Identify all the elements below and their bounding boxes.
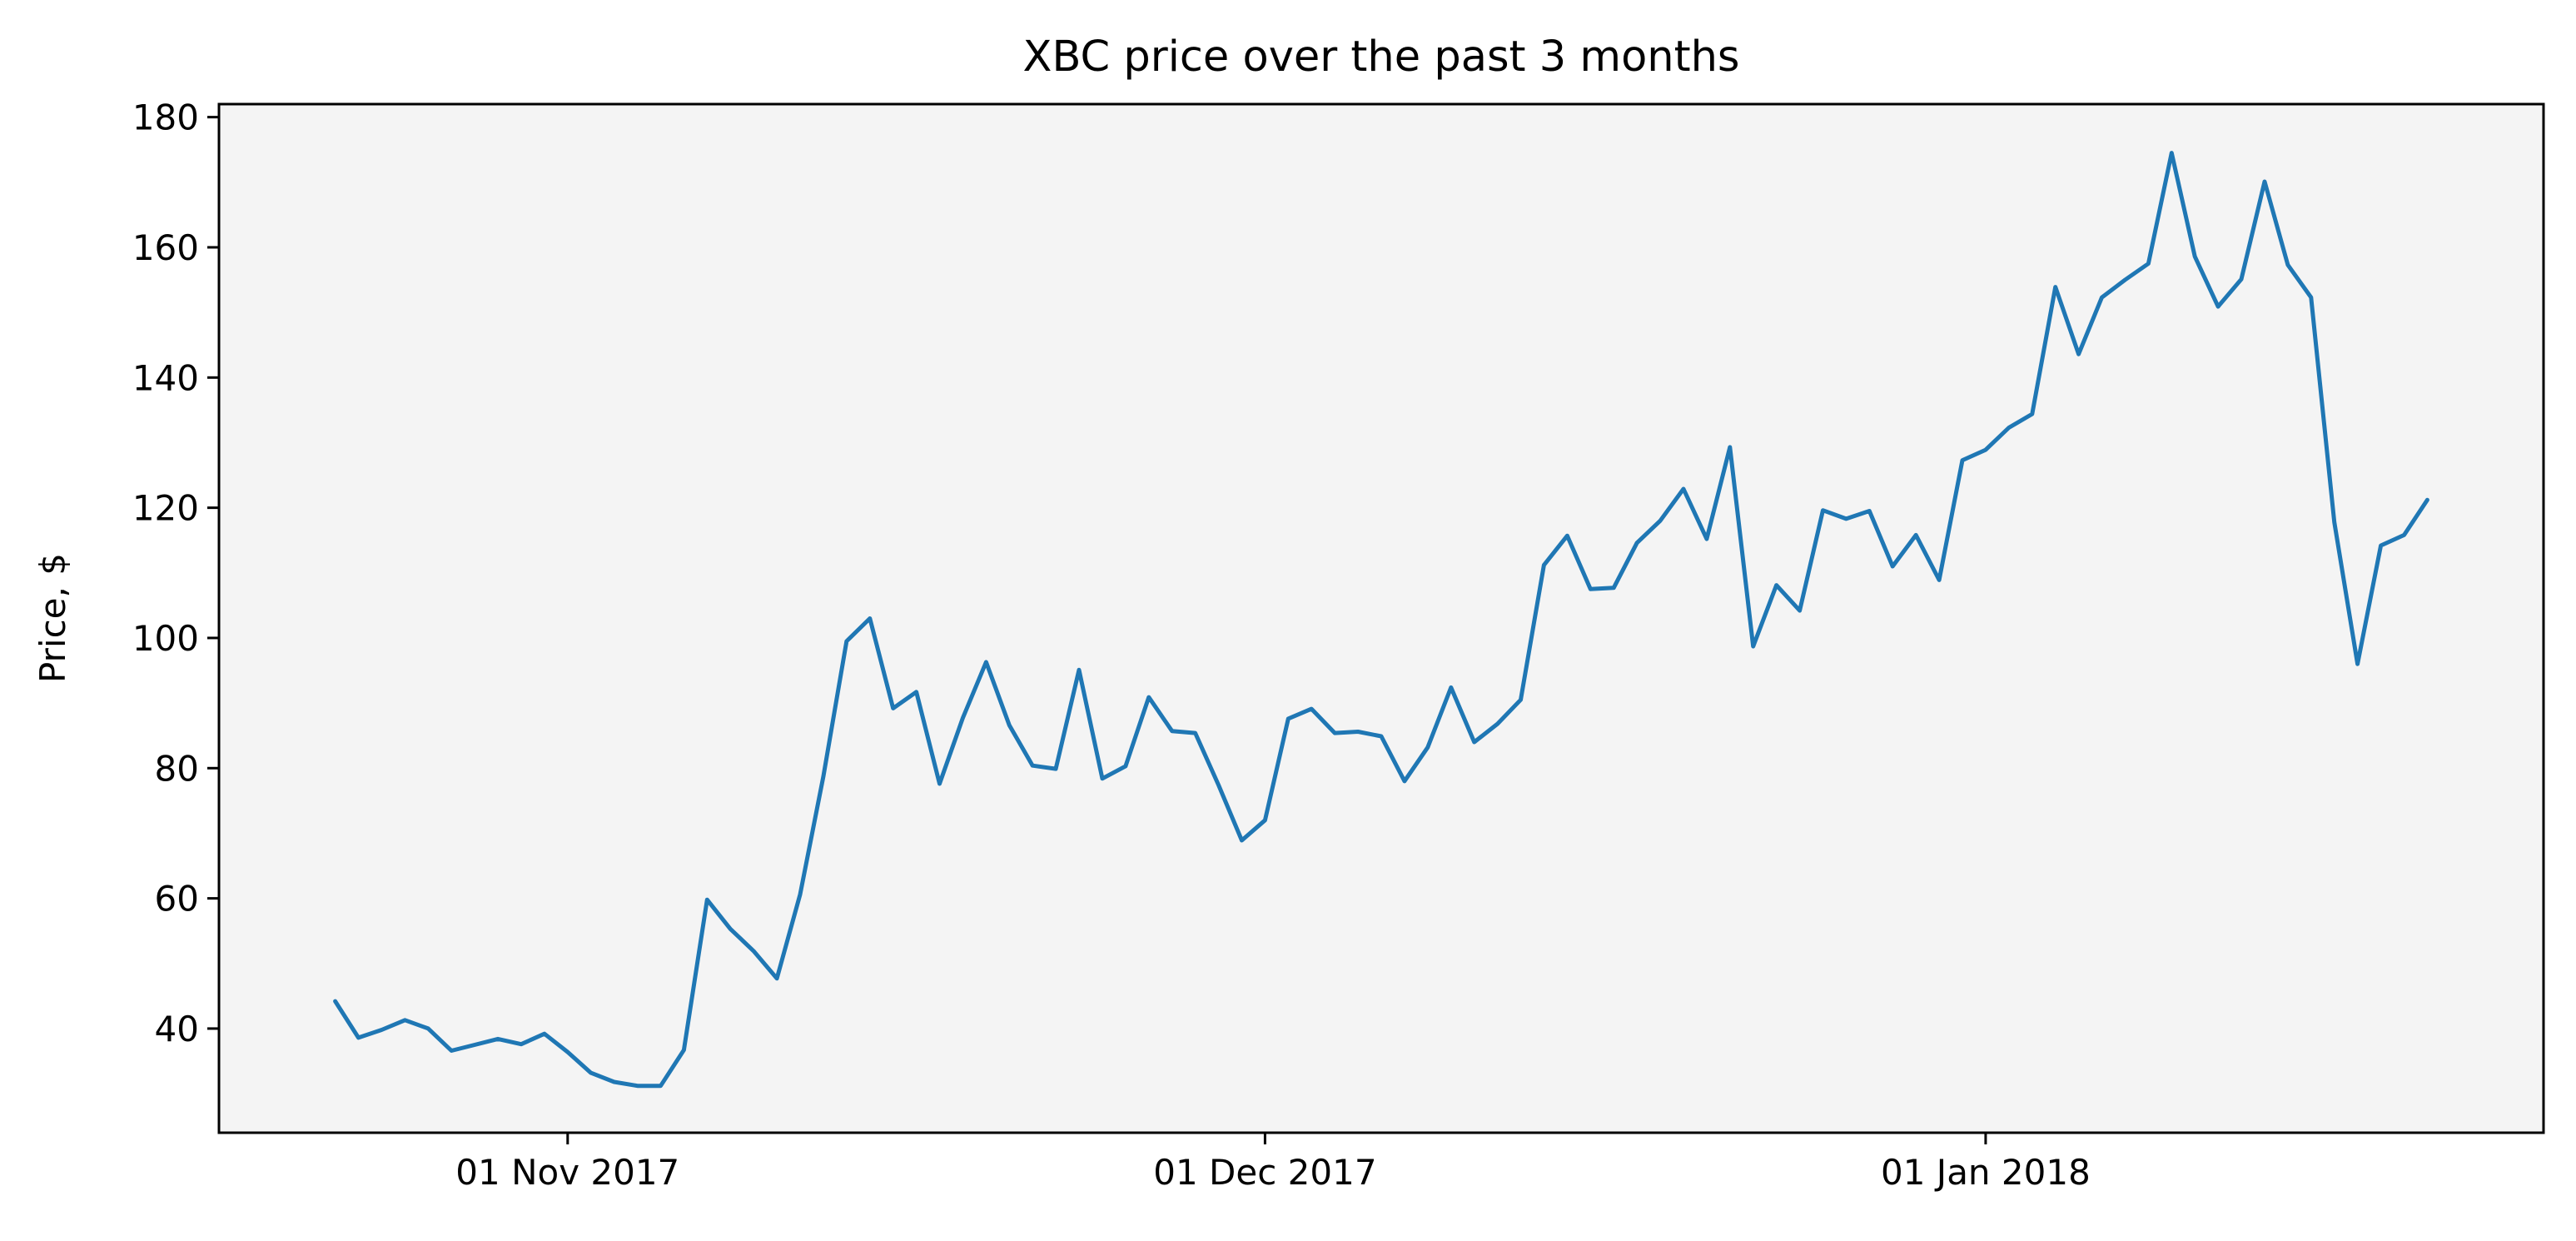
chart-title: XBC price over the past 3 months	[1023, 32, 1740, 82]
y-tick-label: 120	[132, 488, 199, 529]
y-tick-label: 40	[155, 1009, 199, 1049]
x-tick-label: 01 Nov 2017	[455, 1152, 679, 1193]
price-series-line	[333, 151, 2429, 1089]
plot-frame	[217, 102, 2545, 1134]
y-tick-label: 160	[132, 227, 199, 268]
y-tick-label: 60	[155, 879, 199, 920]
plot-area	[219, 104, 2544, 1133]
y-tick-label: 100	[132, 618, 199, 659]
y-tick-label: 140	[132, 357, 199, 398]
axis-ticks: 01 Nov 2017 01 Dec 2017 01 Jan 2018 40 60 80 1…	[132, 97, 2091, 1193]
x-tick-label: 01 Dec 2017	[1153, 1152, 1376, 1193]
y-tick-label: 180	[132, 97, 199, 138]
y-tick-label: 80	[155, 748, 199, 789]
y-axis-label: Price, $	[32, 553, 73, 683]
x-tick-label: 01 Jan 2018	[1881, 1152, 2091, 1193]
